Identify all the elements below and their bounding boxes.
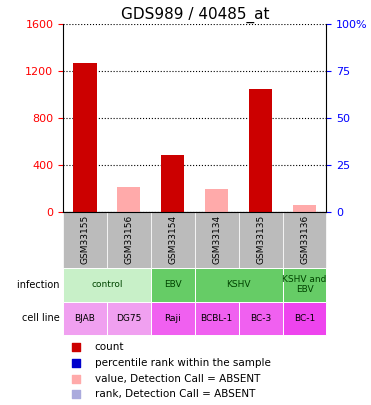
Text: BJAB: BJAB — [75, 314, 95, 323]
Point — [312, 305, 318, 312]
FancyBboxPatch shape — [283, 302, 326, 335]
FancyBboxPatch shape — [151, 302, 195, 335]
Text: GSM33136: GSM33136 — [300, 215, 309, 264]
FancyBboxPatch shape — [151, 268, 195, 302]
Text: KSHV and
EBV: KSHV and EBV — [282, 275, 327, 294]
Bar — [161, 156, 184, 212]
FancyBboxPatch shape — [239, 302, 283, 335]
Text: value, Detection Call = ABSENT: value, Detection Call = ABSENT — [95, 374, 260, 384]
Text: KSHV: KSHV — [226, 280, 251, 289]
FancyBboxPatch shape — [63, 268, 151, 302]
FancyBboxPatch shape — [63, 302, 107, 335]
Point — [312, 19, 318, 26]
FancyBboxPatch shape — [239, 212, 283, 268]
Text: BC-3: BC-3 — [250, 314, 271, 323]
FancyBboxPatch shape — [195, 302, 239, 335]
Text: BCBL-1: BCBL-1 — [201, 314, 233, 323]
Text: rank, Detection Call = ABSENT: rank, Detection Call = ABSENT — [95, 389, 255, 399]
Text: Raji: Raji — [164, 314, 181, 323]
Text: DG75: DG75 — [116, 314, 142, 323]
Point — [312, 162, 318, 168]
FancyBboxPatch shape — [195, 212, 239, 268]
FancyBboxPatch shape — [107, 302, 151, 335]
Text: cell line: cell line — [22, 313, 63, 324]
Text: EBV: EBV — [164, 280, 182, 289]
FancyBboxPatch shape — [283, 268, 326, 302]
FancyBboxPatch shape — [195, 268, 283, 302]
Text: GSM33134: GSM33134 — [212, 215, 221, 264]
Text: count: count — [95, 342, 124, 352]
FancyBboxPatch shape — [151, 212, 195, 268]
Text: control: control — [91, 280, 123, 289]
FancyBboxPatch shape — [63, 212, 107, 268]
Text: percentile rank within the sample: percentile rank within the sample — [95, 358, 270, 368]
Bar — [117, 187, 141, 212]
Text: GSM33155: GSM33155 — [81, 215, 89, 264]
Text: BC-1: BC-1 — [294, 314, 315, 323]
Bar — [73, 63, 96, 212]
Text: GSM33154: GSM33154 — [168, 215, 177, 264]
Bar — [205, 190, 228, 212]
Text: infection: infection — [17, 280, 63, 290]
FancyBboxPatch shape — [107, 212, 151, 268]
Bar — [293, 205, 316, 212]
Text: GSM33156: GSM33156 — [124, 215, 134, 264]
Text: GSM33135: GSM33135 — [256, 215, 265, 264]
Title: GDS989 / 40485_at: GDS989 / 40485_at — [121, 7, 269, 23]
FancyBboxPatch shape — [283, 212, 326, 268]
Bar — [249, 89, 272, 212]
